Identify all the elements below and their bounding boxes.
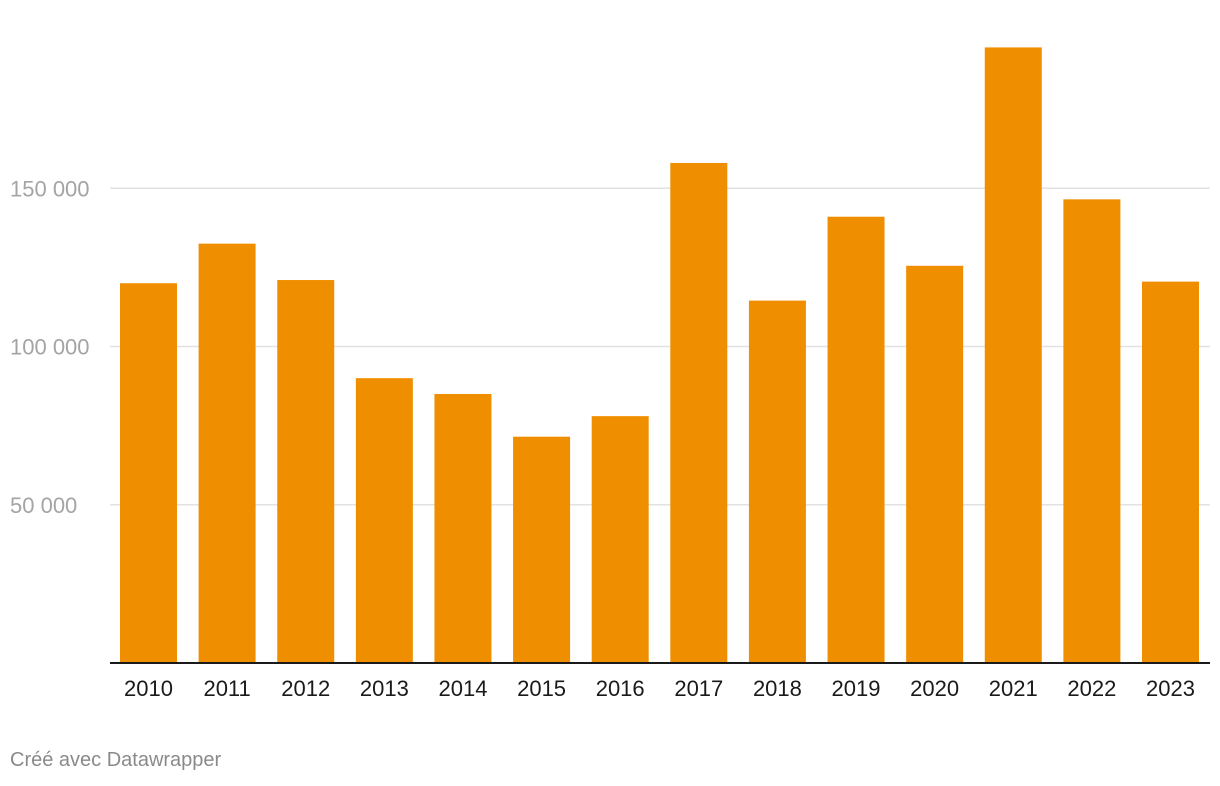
y-tick-label: 150 000 <box>10 176 90 201</box>
x-axis-tick-labels: 2010 2011 2012 2013 2014 2015 2016 2017 2018 2019… <box>124 676 1195 701</box>
bar-2014 <box>434 393 492 663</box>
x-tick-label: 2012 <box>281 676 330 701</box>
bar-2017 <box>670 162 728 663</box>
bar-2010 <box>120 283 177 663</box>
x-tick-label: 2011 <box>203 676 250 701</box>
bar-2023 <box>1142 281 1199 663</box>
x-tick-label: 2017 <box>674 676 723 701</box>
bar-2022 <box>1063 199 1121 663</box>
y-tick-label: 50 000 <box>10 493 77 518</box>
bar-2020 <box>906 265 964 663</box>
x-tick-label: 2022 <box>1067 676 1116 701</box>
x-tick-label: 2016 <box>596 676 645 701</box>
x-tick-label: 2010 <box>124 676 173 701</box>
bar-2015 <box>513 436 571 663</box>
bars <box>120 47 1199 664</box>
bar-2011 <box>198 243 256 663</box>
x-tick-label: 2015 <box>517 676 566 701</box>
y-axis-tick-labels: 50 000 100 000 150 000 <box>10 176 90 518</box>
x-tick-label: 2013 <box>360 676 409 701</box>
x-tick-label: 2019 <box>832 676 881 701</box>
x-tick-label: 2023 <box>1146 676 1195 701</box>
x-tick-label: 2014 <box>438 676 487 701</box>
x-tick-label: 2018 <box>753 676 802 701</box>
bar-2018 <box>748 300 806 663</box>
bar-2016 <box>591 416 649 663</box>
x-tick-label: 2020 <box>910 676 959 701</box>
x-tick-label: 2021 <box>989 676 1038 701</box>
credit-text: Créé avec Datawrapper <box>10 749 222 771</box>
bar-2021 <box>984 47 1042 664</box>
bar-2013 <box>355 378 413 663</box>
bar-2019 <box>827 216 885 664</box>
bar-2012 <box>277 280 335 663</box>
gridlines <box>110 187 1210 506</box>
y-tick-label: 100 000 <box>10 335 90 360</box>
